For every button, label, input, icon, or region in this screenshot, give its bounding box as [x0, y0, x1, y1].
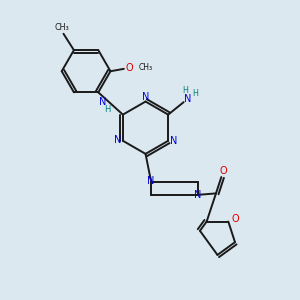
- Text: H: H: [104, 105, 110, 114]
- Text: CH₃: CH₃: [139, 64, 153, 73]
- Text: N: N: [184, 94, 191, 104]
- Text: N: N: [170, 136, 177, 146]
- Text: O: O: [219, 166, 226, 176]
- Text: O: O: [231, 214, 239, 224]
- Text: O: O: [125, 63, 133, 73]
- Text: N: N: [142, 92, 149, 102]
- Text: N: N: [114, 135, 121, 145]
- Text: H: H: [182, 86, 188, 95]
- Text: N: N: [194, 190, 202, 200]
- Text: N: N: [100, 97, 107, 107]
- Text: CH₃: CH₃: [55, 23, 69, 32]
- Text: H: H: [192, 89, 198, 98]
- Text: N: N: [147, 176, 155, 186]
